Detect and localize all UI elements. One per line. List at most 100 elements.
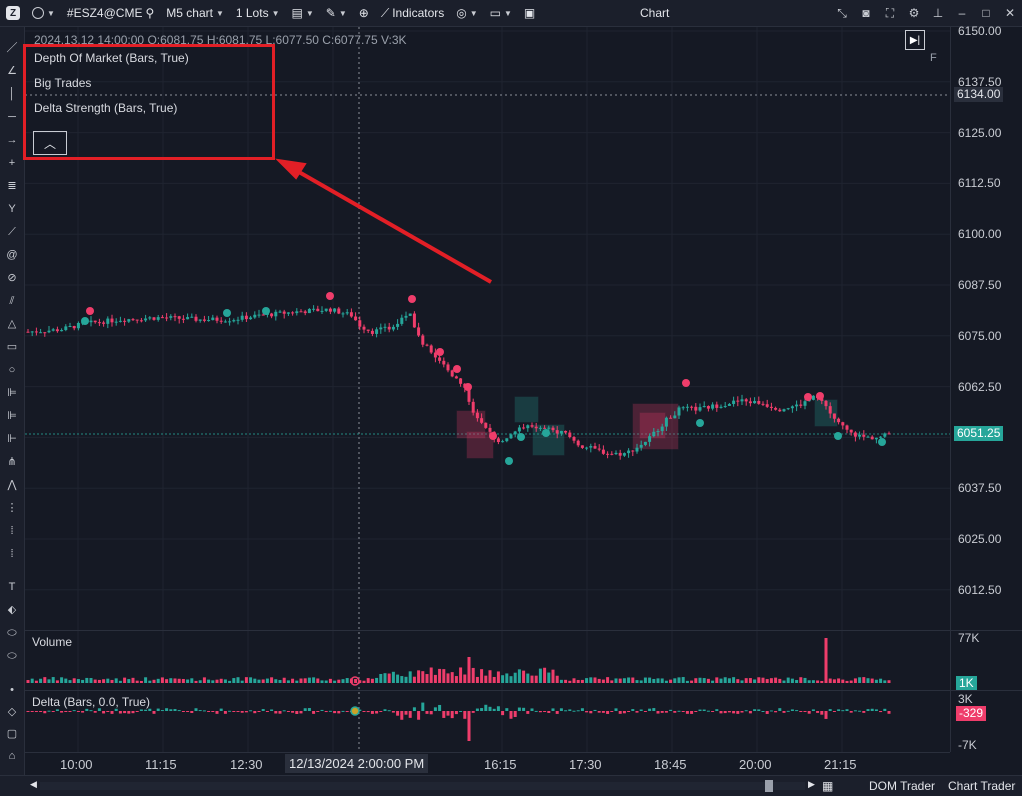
candle-body	[72, 326, 76, 329]
candle-body	[253, 314, 257, 318]
scroll-to-end-button[interactable]: ▶|	[905, 30, 925, 50]
indicator-delta-strength[interactable]: Delta Strength (Bars, True)	[34, 101, 178, 115]
pin-icon[interactable]: ⊥	[932, 6, 944, 20]
tag-tool-icon[interactable]: ⬖	[7, 604, 17, 616]
fib-tool-icon[interactable]: ≣	[7, 180, 17, 192]
candle-body	[597, 448, 601, 450]
maximize-icon[interactable]: □	[982, 6, 990, 20]
signal-dot	[804, 393, 812, 401]
text-tool-icon[interactable]: T	[8, 581, 16, 593]
candle-body	[307, 308, 311, 314]
volume-bar	[589, 677, 593, 683]
volume-bar	[803, 677, 807, 683]
volume-bar	[442, 669, 446, 683]
ruler-tool-icon[interactable]: ⊘	[7, 272, 17, 284]
volume-bar	[249, 677, 253, 683]
app-logo[interactable]: Z	[0, 0, 26, 26]
collapse-indicators-button[interactable]: ︿	[33, 131, 67, 155]
vertical-line-icon[interactable]: │	[8, 88, 16, 100]
calendar-icon[interactable]: ▦	[822, 779, 834, 793]
delta-bar	[862, 711, 866, 713]
time-axis[interactable]: 10:00 11:15 12:30 12/13/2024 2:00:00 PM …	[25, 752, 950, 775]
price-axis[interactable]: 6150.00 6137.50 6125.00 6112.50 6100.00 6087.…	[950, 24, 1022, 752]
arrow-tool-icon[interactable]: →	[6, 134, 18, 146]
label-tool-icon[interactable]: ⬭	[7, 627, 17, 639]
candle-body	[551, 427, 555, 431]
close-icon[interactable]: ✕	[1004, 6, 1016, 20]
crosshair-button[interactable]: ◎ ▼	[456, 6, 478, 20]
template-button[interactable]: ▣	[518, 0, 541, 26]
eraser-tool-icon[interactable]: ⌂	[8, 750, 16, 762]
candle-body	[156, 317, 160, 320]
scroll-left-icon[interactable]: ◀	[30, 779, 37, 789]
rectangle-tool-icon[interactable]: ▭	[6, 341, 18, 353]
dot-tool-icon[interactable]: •	[10, 684, 14, 696]
volume-bar	[496, 671, 500, 683]
square-tool-icon[interactable]: ▢	[6, 728, 18, 740]
indicators-button[interactable]: ⟋ Indicators	[375, 0, 450, 26]
indicator-big-trades[interactable]: Big Trades	[34, 76, 92, 90]
note-tool-icon[interactable]: ⬭	[7, 650, 17, 662]
quantity-selector[interactable]: 1 Lots ▼	[235, 6, 280, 20]
delta-panel-separator[interactable]	[25, 690, 1022, 691]
drawing-button[interactable]: ✎ ▼	[325, 6, 347, 20]
minimize-icon[interactable]: –	[958, 6, 966, 20]
grid-tool-icon[interactable]: ⋮	[6, 502, 18, 514]
ellipse-tool-icon[interactable]: ○	[8, 364, 16, 376]
channel-tool-icon[interactable]: ⫽	[9, 295, 15, 307]
candle-body	[408, 313, 412, 316]
diamond-tool-icon[interactable]: ◇	[7, 706, 17, 718]
trend-tool-icon[interactable]: ⟋	[8, 226, 16, 238]
horizontal-scrollbar[interactable]	[40, 782, 805, 790]
arrows-icon[interactable]: ⤡	[837, 5, 847, 20]
volume-bar	[370, 678, 374, 683]
delta-bar	[849, 711, 853, 713]
candle-body	[160, 317, 164, 319]
delta-bar	[232, 711, 236, 712]
gear-icon[interactable]: ⚙	[908, 6, 920, 20]
pattern-tool-icon[interactable]: ⋔	[7, 456, 17, 468]
indicator-depth-of-market[interactable]: Depth Of Market (Bars, True)	[34, 51, 189, 65]
delta-bar	[379, 711, 383, 712]
volume-bar	[799, 677, 803, 683]
volume-bar	[362, 680, 366, 683]
dots2-tool-icon[interactable]: ⁞	[10, 548, 14, 560]
volume-bar	[102, 679, 106, 683]
scrollbar-thumb[interactable]	[765, 780, 773, 792]
delta-bar	[93, 711, 97, 713]
chart-type-button[interactable]: ▤ ▼	[291, 6, 314, 20]
dom-trader-button[interactable]: DOM Trader	[869, 779, 936, 793]
delta-bar	[547, 711, 551, 713]
volume-profile-icon[interactable]: ⊫	[7, 410, 17, 422]
zoom-button[interactable]: ⊕	[353, 0, 375, 26]
symbol-selector[interactable]: #ESZ4@CME ⚲	[61, 0, 160, 26]
layout-button[interactable]: ▭ ▼	[489, 6, 512, 20]
scroll-right-icon[interactable]: ▶	[808, 779, 815, 789]
cross-tool-icon[interactable]: +	[8, 157, 16, 169]
triangle-tool-icon[interactable]: △	[7, 318, 17, 330]
curve-tool-icon[interactable]: Y	[8, 203, 16, 215]
candle-body	[123, 320, 127, 322]
link-group-button[interactable]: ▼	[26, 0, 61, 26]
wave-tool-icon[interactable]: ⋀	[7, 479, 17, 491]
camera-icon[interactable]: ◙	[862, 6, 870, 20]
profile-tool-icon[interactable]: ⊫	[7, 387, 17, 399]
line-tool-icon[interactable]: ／	[6, 42, 18, 54]
delta-bar	[324, 711, 328, 713]
horizontal-line-icon[interactable]: ─	[8, 111, 16, 123]
measure-tool-icon[interactable]: @	[6, 249, 18, 261]
volume-bar	[614, 678, 618, 683]
bars-tool-icon[interactable]: ⊩	[7, 433, 17, 445]
volume-bar	[820, 680, 824, 683]
volume-bar	[236, 677, 240, 683]
angle-tool-icon[interactable]: ∠	[7, 65, 17, 77]
volume-bar	[786, 677, 790, 683]
volume-panel-separator[interactable]	[25, 630, 1022, 631]
chart-trader-button[interactable]: Chart Trader	[948, 779, 1016, 793]
timeframe-selector[interactable]: M5 chart ▼	[166, 6, 224, 20]
volume-bar	[333, 680, 337, 683]
fullscreen-icon[interactable]: ⛶	[885, 5, 895, 20]
volume-bar	[723, 677, 727, 683]
dots-tool-icon[interactable]: ⁞	[10, 525, 14, 537]
